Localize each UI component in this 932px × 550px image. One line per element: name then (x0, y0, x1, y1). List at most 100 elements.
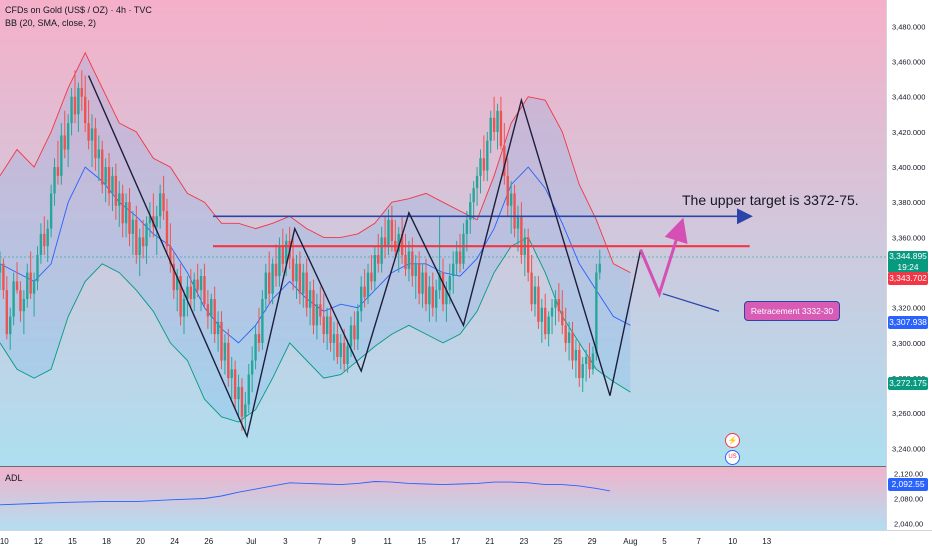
candle (254, 325, 257, 370)
candle (452, 251, 455, 294)
candle-body (63, 135, 66, 150)
candle (377, 233, 380, 273)
lightning-icon[interactable]: ⚡ (725, 433, 740, 448)
candle (244, 392, 247, 435)
candle-body (101, 149, 104, 185)
us-flag-icon[interactable]: US (725, 450, 740, 465)
candle-body (469, 202, 472, 220)
candle (506, 158, 509, 217)
candle (206, 290, 210, 329)
candle (578, 342, 581, 387)
candle-body (281, 246, 285, 264)
candle (366, 263, 370, 305)
candle (114, 163, 118, 220)
candle-body (332, 334, 336, 343)
candle (77, 82, 80, 132)
chart-symbol-title[interactable]: CFDs on Gold (US$ / OZ) · 4h · TVC (5, 5, 152, 15)
candle-body (121, 193, 124, 224)
candle (107, 152, 111, 206)
price-tick-label: 3,480.000 (892, 22, 925, 31)
candle-body (118, 193, 121, 206)
candle (104, 158, 107, 203)
candle (203, 263, 206, 308)
candle-body (540, 307, 544, 322)
time-tick-label: 26 (204, 537, 213, 546)
candle (598, 249, 601, 280)
target-annotation: The upper target is 3372-75. (682, 192, 859, 208)
adl-tick-label: 2,120.00 (894, 469, 923, 478)
candle-body (29, 272, 32, 294)
candle (458, 233, 462, 273)
candle (162, 175, 165, 220)
candle (482, 135, 486, 182)
candle (445, 281, 448, 322)
candle (308, 281, 312, 326)
candle (63, 110, 66, 159)
bb-basis-tag: 3,307.938 (888, 316, 928, 329)
candle-body (574, 349, 578, 361)
time-tick-label: 12 (34, 537, 43, 546)
candle-body (554, 298, 557, 308)
candle (544, 293, 547, 340)
candle-body (90, 128, 94, 141)
candle (581, 356, 584, 393)
candle (509, 181, 513, 234)
candle-body (9, 316, 12, 335)
candle (135, 205, 138, 264)
bb-indicator-label[interactable]: BB (20, SMA, close, 2) (5, 18, 97, 28)
candle (121, 184, 124, 238)
candle (29, 251, 32, 299)
drawing-lines (87, 75, 753, 439)
candle-body (60, 135, 63, 176)
candle-body (206, 304, 210, 317)
candle-body (400, 233, 404, 255)
candle-body (216, 321, 220, 335)
adl-indicator-label[interactable]: ADL (5, 473, 23, 483)
candle (397, 226, 400, 273)
candle-body (472, 188, 475, 203)
candle (472, 181, 475, 220)
candle (332, 321, 336, 361)
candle-body (114, 175, 118, 206)
candle (264, 263, 267, 312)
candle (353, 311, 356, 350)
candle (210, 293, 213, 335)
candle-body (56, 167, 60, 176)
candle-body (268, 272, 271, 294)
candle (557, 283, 561, 322)
bb-upper-line (0, 51, 631, 273)
candle-body (107, 167, 111, 194)
candle-body (428, 286, 431, 305)
candle-body (240, 386, 244, 417)
candle-body (49, 193, 53, 229)
candle-body (5, 290, 9, 335)
candle (9, 307, 12, 350)
candle (87, 100, 90, 150)
candle-body (458, 251, 462, 264)
candle (56, 140, 60, 185)
candle (66, 114, 70, 168)
candle-body (227, 342, 230, 379)
candle-body (247, 374, 250, 405)
candle-body (77, 87, 80, 115)
candle-body (32, 281, 36, 294)
candle-body (360, 286, 363, 312)
candle-body (158, 193, 162, 217)
candle (526, 228, 530, 282)
candle (530, 254, 533, 312)
candle-body (349, 325, 353, 347)
candle-body (189, 286, 193, 299)
candle-body (475, 175, 479, 189)
candle-body (124, 202, 128, 224)
candle (537, 276, 540, 329)
candle-body (544, 307, 547, 335)
candle-body (533, 286, 537, 305)
candle-body (465, 219, 469, 234)
candle (414, 254, 417, 299)
candle-body (434, 290, 438, 308)
candle-body (520, 216, 523, 255)
time-tick-label: 10 (728, 537, 737, 546)
candle (595, 263, 598, 361)
candle-body (73, 96, 77, 115)
